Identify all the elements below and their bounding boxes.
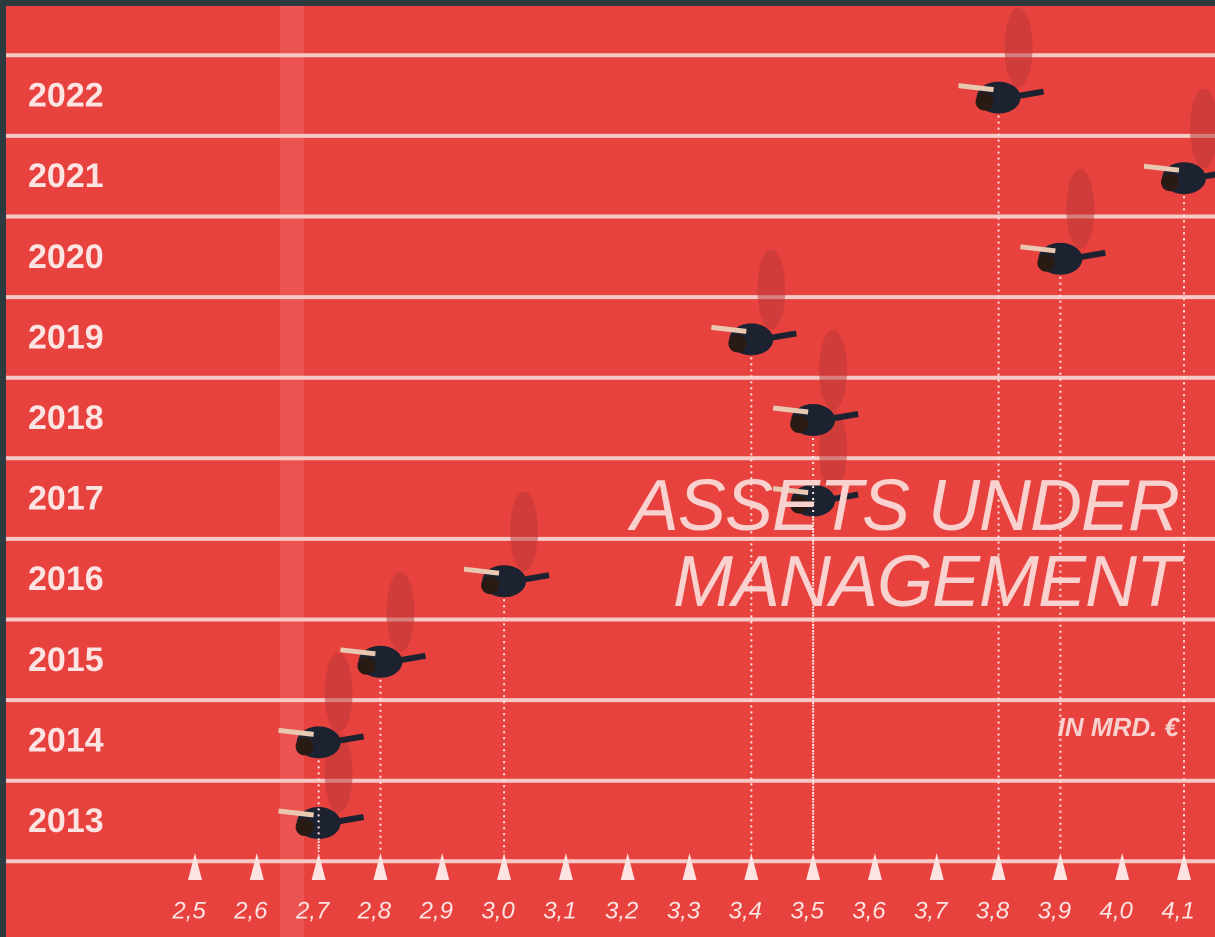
x-tick-label: 3,7: [914, 897, 949, 924]
runner-leg: [278, 727, 314, 737]
x-tick-label: 3,6: [852, 897, 886, 924]
y-tick-label: 2015: [28, 641, 104, 679]
y-tick-label: 2022: [28, 77, 104, 115]
runner-leg: [711, 324, 747, 334]
tick-mark: [620, 853, 635, 880]
tick-mark: [682, 853, 697, 880]
runner-leg: [328, 814, 365, 826]
tick-mark: [249, 853, 264, 880]
runner-head: [1037, 253, 1056, 272]
runner: [1020, 168, 1106, 275]
y-tick-label: 2014: [28, 721, 104, 759]
runner: [463, 491, 550, 598]
runner-head: [357, 656, 376, 675]
runner-leg: [772, 405, 809, 415]
runner-shadow: [510, 491, 539, 572]
runner-shadow: [386, 571, 415, 652]
x-tick-label: 4,1: [1161, 897, 1194, 924]
tick-mark: [929, 853, 944, 880]
y-tick-label: 2017: [28, 480, 104, 518]
runner-shadow: [1190, 88, 1215, 169]
x-tick-label: 4,0: [1100, 897, 1134, 924]
x-tick-label: 3,9: [1038, 897, 1071, 924]
chart-title: ASSETS UNDER MANAGEMENT: [630, 466, 1180, 622]
tick-mark: [1053, 853, 1068, 880]
x-tick-label: 3,3: [667, 897, 701, 924]
runner-leg: [278, 808, 314, 818]
x-tick-label: 2,6: [233, 897, 268, 924]
tick-mark: [435, 853, 450, 880]
runner-head: [975, 92, 994, 111]
x-tick-label: 2,9: [419, 897, 453, 924]
runner-head: [790, 415, 809, 433]
runner-shadow: [1066, 168, 1095, 249]
y-tick-label: 2016: [28, 560, 104, 598]
runner-leg: [772, 486, 809, 496]
runner-leg: [1008, 88, 1045, 101]
y-tick-label: 2019: [28, 318, 104, 356]
runner-shadow: [324, 652, 353, 733]
x-tick-label: 3,0: [481, 897, 515, 924]
x-tick-label: 3,5: [790, 897, 824, 924]
runner-leg: [760, 330, 797, 343]
runner-leg: [1193, 171, 1215, 182]
runner-shadow: [819, 330, 848, 410]
runner-head: [295, 818, 314, 836]
tick-mark: [373, 853, 388, 880]
tick-mark: [991, 853, 1006, 880]
x-tick-label: 3,4: [729, 897, 762, 924]
x-tick-label: 3,2: [605, 897, 638, 924]
runner-leg: [1069, 249, 1106, 262]
runner-head: [1161, 173, 1179, 192]
x-tick-label: 3,1: [543, 897, 576, 924]
runner-leg: [513, 572, 550, 585]
runner-leg: [389, 652, 426, 665]
runner-head: [728, 334, 747, 353]
runner: [772, 330, 859, 436]
runner: [278, 652, 365, 759]
runner-leg: [1143, 163, 1180, 173]
tick-mark: [1115, 853, 1130, 880]
runner-head: [481, 576, 500, 595]
runner-head: [295, 737, 314, 756]
tick-mark: [1177, 853, 1191, 880]
tick-mark: [497, 853, 512, 880]
runner-leg: [958, 83, 994, 93]
runner-head: [790, 495, 809, 514]
runner: [958, 7, 1045, 114]
x-tick-label: 2,7: [295, 897, 331, 924]
runner-leg: [328, 733, 365, 746]
tick-mark: [188, 853, 202, 880]
y-tick-label: 2013: [28, 802, 104, 840]
y-tick-label: 2018: [28, 399, 104, 437]
y-tick-label: 2021: [28, 157, 104, 195]
runner-leg: [822, 491, 859, 504]
x-tick-label: 2,8: [357, 897, 392, 924]
runner: [1143, 88, 1215, 195]
track-band: [280, 6, 304, 937]
tick-mark: [311, 853, 326, 880]
tick-mark: [744, 853, 759, 880]
runner-shadow: [1004, 7, 1033, 88]
runner: [711, 249, 797, 356]
runner-leg: [463, 566, 500, 576]
runner-leg: [1020, 244, 1056, 254]
x-tick-label: 2,5: [171, 897, 206, 924]
y-tick-label: 2020: [28, 238, 104, 276]
runner-shadow: [757, 249, 786, 330]
tick-mark: [867, 853, 882, 880]
x-tick-label: 3,8: [976, 897, 1010, 924]
runner: [278, 733, 365, 839]
runner-leg: [340, 647, 376, 657]
tick-mark: [806, 853, 821, 880]
tick-mark: [558, 853, 573, 880]
runner-leg: [822, 411, 859, 423]
chart-subtitle: IN MRD. €: [1057, 712, 1179, 742]
runner: [340, 571, 426, 678]
